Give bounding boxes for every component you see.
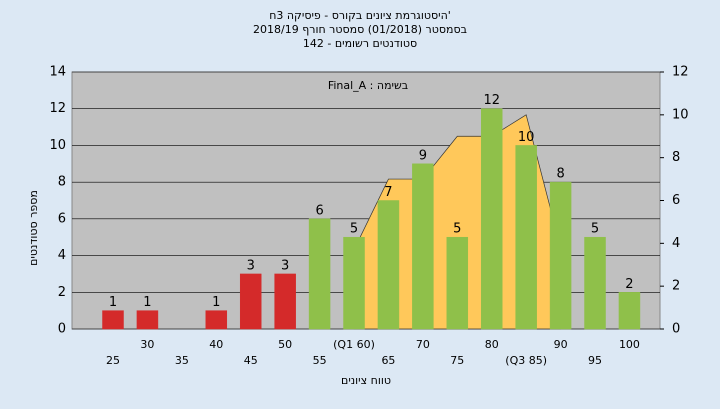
bar — [239, 273, 262, 330]
y-tick-label: 0 — [58, 322, 66, 337]
bar — [274, 273, 296, 330]
data-label: 3 — [281, 258, 289, 273]
y-tick-label: 4 — [58, 248, 66, 263]
y2-tick-label: 6 — [672, 193, 680, 208]
y-tick-label: 6 — [58, 211, 66, 226]
x-tick-label: 45 — [244, 354, 258, 367]
data-label: 5 — [591, 222, 599, 237]
x-tick-label: 70 — [416, 338, 430, 351]
bar — [377, 200, 400, 330]
y2-tick-label: 2 — [672, 279, 680, 294]
y-tick-label: 8 — [58, 175, 66, 190]
x-tick-label: 90 — [554, 338, 568, 351]
x-tick-label: 100 — [619, 338, 640, 351]
x-tick-label: 65 — [381, 354, 395, 367]
data-label: 9 — [419, 148, 427, 163]
bar — [584, 236, 606, 330]
annotation: Final_A : בשימה — [328, 79, 408, 92]
bar — [205, 310, 228, 330]
x-tick-label: (Q3 85) — [505, 354, 547, 367]
chart-title: היסטוגרמת ציונים בקורס - פיסיקה 3ח' — [269, 9, 451, 22]
bar — [136, 310, 159, 330]
x-tick-label: 55 — [313, 354, 327, 367]
bar — [549, 181, 572, 330]
bar — [446, 236, 469, 330]
bar — [515, 145, 537, 330]
x-tick-label: 25 — [106, 354, 120, 367]
x-tick-label: 95 — [588, 354, 602, 367]
data-label: 1 — [212, 295, 220, 310]
bar — [308, 218, 331, 330]
data-label: 2 — [625, 277, 633, 292]
data-label: 1 — [143, 295, 151, 310]
bar — [343, 236, 365, 330]
y2-tick-label: 8 — [672, 150, 680, 165]
chart-subtitle: סטודנטים רשומים - 142 — [303, 37, 417, 50]
data-label: 6 — [315, 203, 323, 218]
bar — [618, 292, 641, 330]
data-label: 12 — [483, 93, 500, 108]
data-label: 10 — [518, 130, 535, 145]
x-tick-label: 50 — [278, 338, 292, 351]
data-label: 5 — [453, 222, 461, 237]
data-label: 8 — [556, 167, 564, 182]
y-tick-label: 10 — [49, 138, 66, 153]
x-tick-label: 35 — [175, 354, 189, 367]
bar — [480, 108, 503, 330]
chart-subtitle: בסמסטר (01/2018) סמסטר חורף 2018/19 — [253, 23, 467, 36]
y2-tick-label: 4 — [672, 236, 680, 251]
data-label: 3 — [247, 258, 255, 273]
bar — [412, 163, 434, 330]
x-tick-label: 80 — [485, 338, 499, 351]
bar — [102, 310, 124, 330]
y-tick-label: 12 — [49, 101, 66, 116]
y2-tick-label: 0 — [672, 322, 680, 337]
data-label: 5 — [350, 222, 358, 237]
x-axis-label: טווח ציונים — [341, 374, 391, 387]
y-tick-label: 14 — [49, 65, 66, 80]
data-label: 1 — [109, 295, 117, 310]
y2-tick-label: 10 — [672, 107, 689, 122]
x-tick-label: 75 — [450, 354, 464, 367]
x-tick-label: (Q1 60) — [333, 338, 375, 351]
x-tick-label: 30 — [140, 338, 154, 351]
y2-tick-label: 12 — [672, 65, 689, 80]
x-tick-label: 40 — [209, 338, 223, 351]
data-label: 7 — [384, 185, 392, 200]
y-axis-label: מספר סטודנטים — [27, 190, 40, 266]
y-tick-label: 2 — [58, 285, 66, 300]
